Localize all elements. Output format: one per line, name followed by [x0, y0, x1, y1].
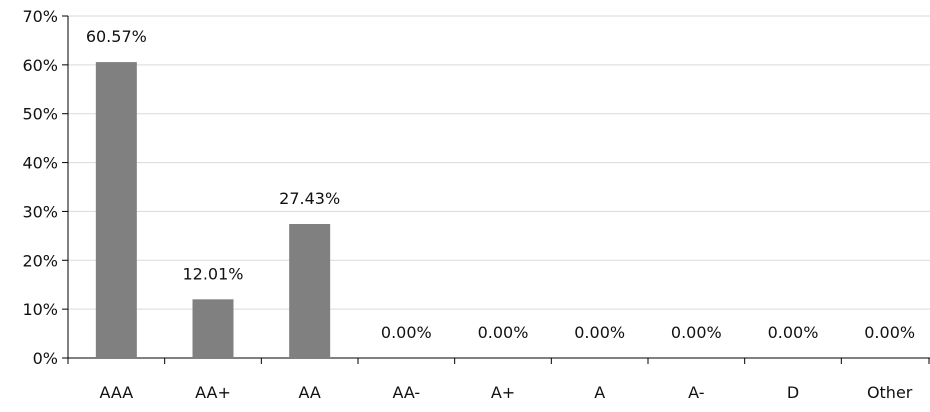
bar-aa-plus	[192, 299, 234, 358]
y-tick-label: 10%	[22, 300, 58, 319]
bar-aaa	[95, 62, 137, 358]
data-label: 12.01%	[182, 264, 243, 283]
data-label: 0.00%	[381, 323, 432, 342]
y-tick-label: 30%	[22, 202, 58, 221]
data-label: 0.00%	[864, 323, 915, 342]
x-category-label: AAA	[99, 383, 133, 402]
y-tick-label: 40%	[22, 154, 58, 173]
data-label: 27.43%	[279, 189, 340, 208]
x-category-label: Other	[867, 383, 913, 402]
labels: 0%10%20%30%40%50%60%70%60.57%AAA12.01%AA…	[22, 7, 915, 402]
data-label: 0.00%	[671, 323, 722, 342]
y-tick-label: 0%	[33, 349, 58, 368]
x-category-label: AA+	[195, 383, 231, 402]
data-label: 0.00%	[768, 323, 819, 342]
x-category-label: AA	[298, 383, 320, 402]
x-category-label: A-	[688, 383, 704, 402]
x-category-label: A+	[491, 383, 515, 402]
data-label: 0.00%	[478, 323, 529, 342]
x-category-label: A	[594, 383, 605, 402]
gridlines	[68, 15, 930, 310]
y-tick-label: 20%	[22, 251, 58, 270]
x-category-label: AA-	[392, 383, 420, 402]
y-tick-label: 60%	[22, 56, 58, 75]
y-tick-label: 50%	[22, 105, 58, 124]
bar-aa	[289, 223, 331, 358]
axes	[62, 15, 930, 364]
bars	[95, 62, 331, 358]
data-label: 60.57%	[86, 27, 147, 46]
x-category-label: D	[787, 383, 799, 402]
data-label: 0.00%	[574, 323, 625, 342]
y-tick-label: 70%	[22, 7, 58, 26]
